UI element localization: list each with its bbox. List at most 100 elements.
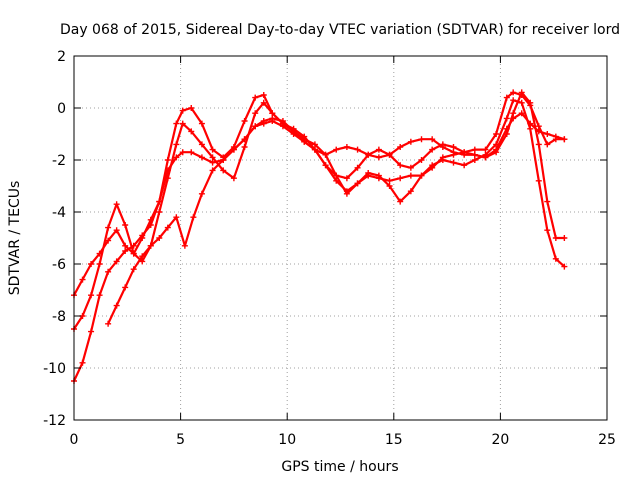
data-point [164,224,171,231]
data-point [461,149,468,156]
data-point [354,164,361,171]
data-point [510,89,517,96]
series-trace [72,91,566,297]
data-point [209,167,216,174]
data-point [198,190,205,197]
y-tick-label: -12 [43,413,66,429]
x-tick-label: 15 [385,432,403,448]
data-point [544,131,551,137]
data-point [164,157,171,163]
data-point [147,242,154,249]
data-point [375,154,382,161]
data-point [518,110,525,117]
data-point [301,138,308,145]
data-point [113,227,120,234]
data-point [386,151,393,158]
data-point [96,261,103,267]
data-point [105,224,112,231]
data-point [252,123,259,130]
data-point [241,144,248,150]
y-tick-label: -8 [52,309,66,325]
chart-title: Day 068 of 2015, Sidereal Day-to-day VTE… [60,22,620,38]
series-trace [106,91,566,325]
data-point [418,157,425,163]
data-point [429,162,436,169]
data-point [241,136,248,143]
data-point [79,359,86,366]
data-point [156,235,163,241]
data-point [130,266,137,273]
data-point [365,170,372,176]
data-point [397,162,404,169]
data-point [535,141,542,148]
data-point [179,149,186,156]
data-point [561,235,568,241]
data-point [241,118,248,124]
data-point [535,123,542,130]
data-point [418,172,425,179]
grid-lines [74,56,607,420]
data-point [230,175,237,182]
data-point [535,177,542,184]
data-point [173,120,180,127]
data-point [269,110,276,117]
data-point [105,320,112,327]
data-point [482,154,489,161]
data-point [260,120,267,127]
y-tick-label: -10 [43,361,66,377]
x-tick-label: 25 [598,432,616,448]
y-axis-label: SDTVAR / TECUs [7,181,23,296]
data-point [209,159,216,166]
data-point [139,253,146,260]
data-point [188,105,195,111]
data-point [122,222,129,228]
data-point [527,99,534,106]
data-point [122,284,129,291]
y-tick-label: -2 [52,153,66,169]
data-point [252,94,259,101]
plot-frame [73,55,608,421]
data-point [397,144,404,150]
data-point [450,144,457,150]
data-point [220,167,227,174]
data-point [173,214,180,221]
data-point [322,162,329,169]
y-tick-label: 2 [57,49,66,65]
data-point [179,107,186,114]
x-tick-label: 20 [491,432,509,448]
data-point [343,144,350,150]
data-point [179,120,186,127]
data-point [79,276,86,283]
data-point [173,154,180,161]
data-point [343,175,350,182]
data-point [552,255,559,262]
data-point [260,92,267,98]
data-point [173,141,180,148]
data-point [190,214,197,221]
data-point [450,151,457,158]
data-point [510,110,517,117]
data-point [439,141,446,148]
data-point [88,292,95,299]
data-point [333,146,340,153]
series-track-1 [71,110,568,384]
data-point [439,157,446,163]
x-tick-label: 5 [176,432,185,448]
series-track-2 [71,89,568,299]
data-point [471,157,478,163]
data-point [503,131,510,137]
axis-ticks [73,55,608,421]
series-trace [72,99,566,331]
data-point [510,97,517,104]
data-point [269,118,276,124]
data-point [552,235,559,241]
data-point [518,99,525,106]
data-point [311,146,318,153]
data-point [429,146,436,153]
x-tick-label: 0 [70,432,79,448]
data-point [181,242,188,249]
data-point [527,125,534,132]
data-point [407,164,414,171]
data-point [220,157,227,163]
